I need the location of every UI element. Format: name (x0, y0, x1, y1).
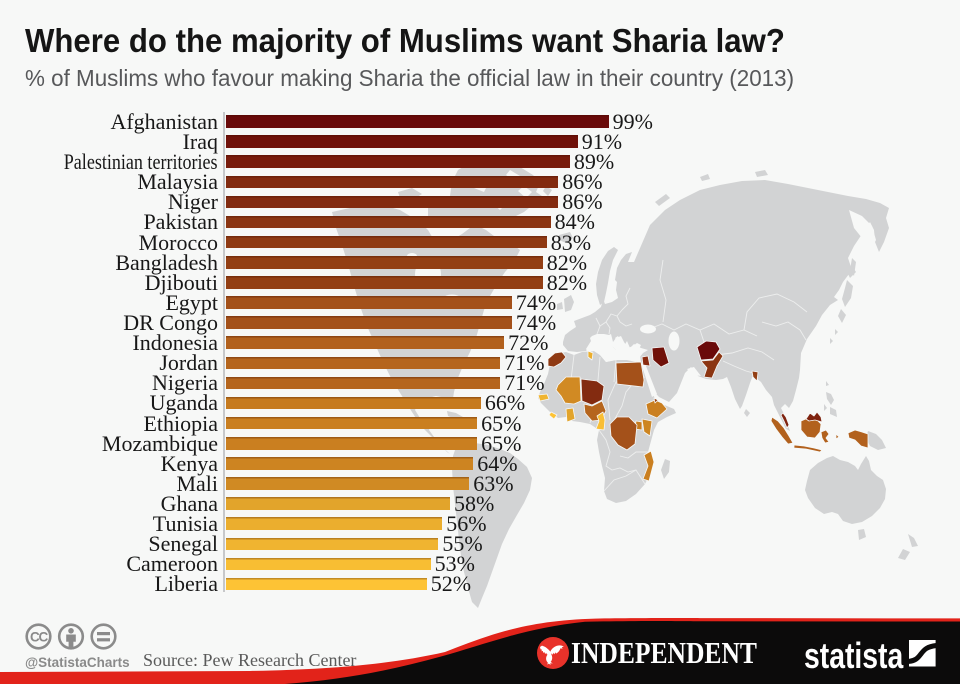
svg-text:CC: CC (30, 630, 49, 645)
